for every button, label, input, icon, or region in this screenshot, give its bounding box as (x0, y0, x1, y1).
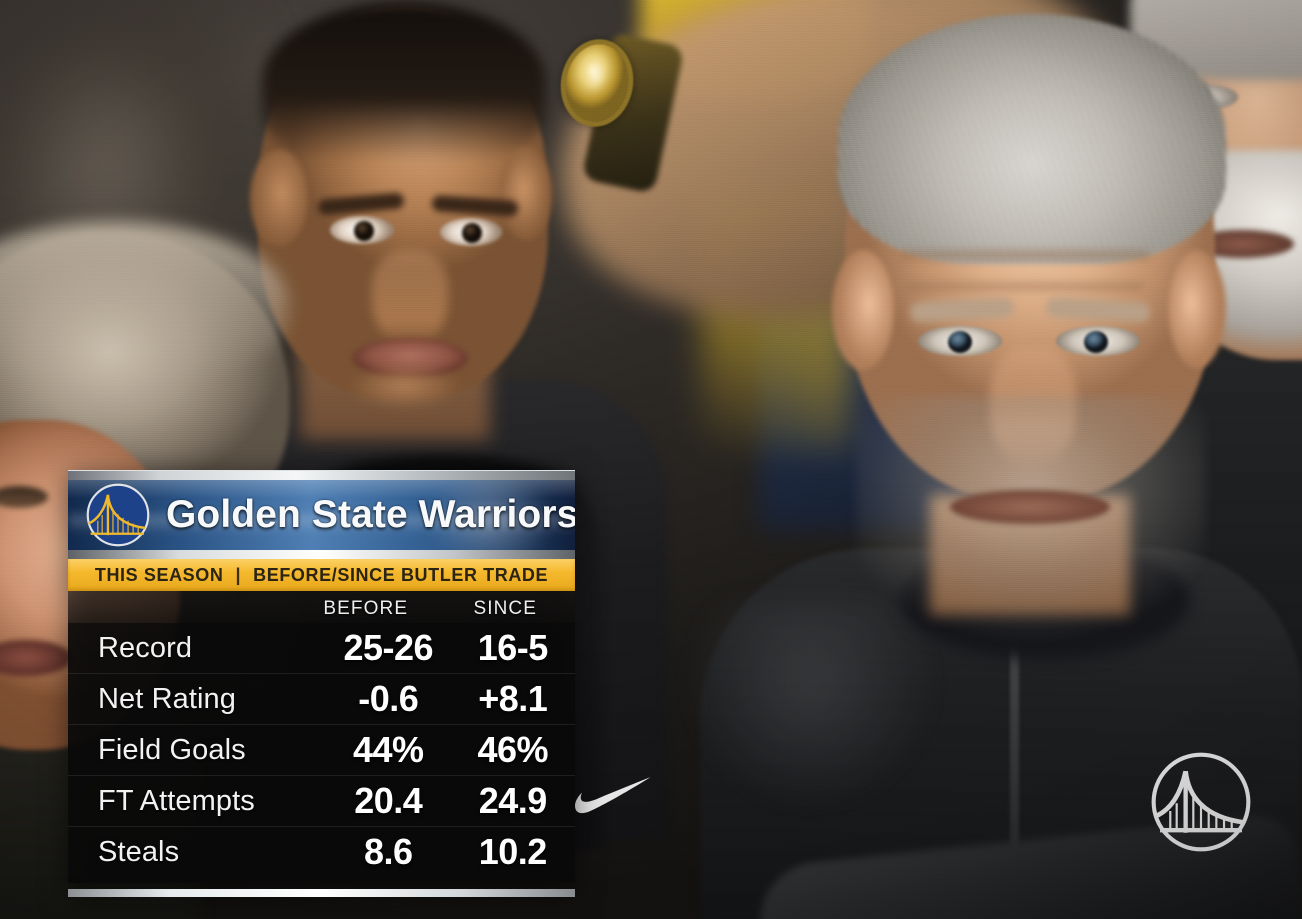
table-row: Steals 8.6 10.2 (68, 826, 575, 877)
stat-label: FT Attempts (98, 784, 255, 817)
column-header-before: BEFORE (323, 598, 409, 619)
warriors-bridge-logo-icon (86, 483, 150, 547)
table-row: Field Goals 44% 46% (68, 724, 575, 775)
head-coach-eye-left (918, 326, 1002, 356)
graphic-top-accent-bar (68, 470, 575, 480)
warriors-bridge-logo-icon (1151, 752, 1251, 852)
stat-value-since: 16-5 (477, 627, 549, 668)
foreground-man-hair (0, 222, 288, 382)
head-coach-stubble (856, 396, 1206, 696)
assistant-coach-nose (372, 250, 448, 346)
stat-label: Net Rating (98, 682, 237, 715)
stat-value-since: 24.9 (478, 780, 548, 821)
stat-label: Field Goals (98, 733, 246, 766)
stat-value-before: 25-26 (343, 627, 434, 668)
team-name: Golden State Warriors (166, 493, 575, 536)
table-row: Record 25-26 16-5 (68, 623, 575, 673)
assistant-coach-hair (262, 2, 546, 162)
stat-value-since: 46% (477, 729, 549, 770)
stat-label: Record (98, 631, 193, 664)
stat-value-before: -0.6 (358, 678, 419, 719)
stat-value-since: +8.1 (478, 678, 548, 719)
graphic-divider-bar (68, 550, 575, 559)
table-bottom-padding (68, 877, 575, 883)
head-coach-ear-left (832, 250, 894, 370)
stat-graphic-panel: Golden State Warriors THIS SEASON | BEFO… (68, 470, 575, 897)
foreground-man-eye (0, 486, 48, 508)
head-coach-eye-right (1056, 326, 1140, 356)
column-header-since: SINCE (473, 598, 538, 619)
assistant-coach-eye-left (330, 216, 394, 244)
stat-value-before: 20.4 (354, 780, 423, 821)
assistant-coach-chin (330, 368, 480, 428)
team-title-bar: Golden State Warriors (68, 480, 575, 550)
head-coach-forehead-crease (900, 250, 1150, 260)
assistant-coach-ear-left (250, 150, 308, 246)
foreground-man-mouth (0, 640, 72, 676)
nike-swoosh-icon (575, 776, 651, 814)
head-coach-ear-right (1168, 250, 1226, 368)
assistant-coach-eye-right (440, 218, 502, 246)
assistant-coach-ear-right (500, 148, 552, 240)
stat-table-body: Record 25-26 16-5 Net Rating -0.6 +8.1 F… (68, 623, 575, 883)
subtitle-left: THIS SEASON (94, 564, 224, 585)
head-coach-hair (838, 14, 1226, 264)
graphic-bottom-accent-bar (68, 889, 575, 897)
table-row: Net Rating -0.6 +8.1 (68, 673, 575, 724)
subtitle-right: BEFORE/SINCE BUTLER TRADE (253, 564, 549, 585)
stat-value-since: 10.2 (478, 831, 548, 872)
head-coach-jacket-zipper (1010, 580, 1019, 880)
stat-value-before: 8.6 (363, 831, 413, 872)
table-column-header-row: BEFORE SINCE (68, 591, 575, 623)
stat-label: Steals (98, 835, 180, 868)
table-row: FT Attempts 20.4 24.9 (68, 775, 575, 826)
subtitle-banner: THIS SEASON | BEFORE/SINCE BUTLER TRADE (68, 559, 575, 591)
stat-value-before: 44% (352, 729, 424, 770)
head-coach-forehead-crease-2 (906, 282, 1144, 291)
subtitle-divider: | (235, 564, 242, 585)
head-coach-mouth (950, 490, 1110, 524)
